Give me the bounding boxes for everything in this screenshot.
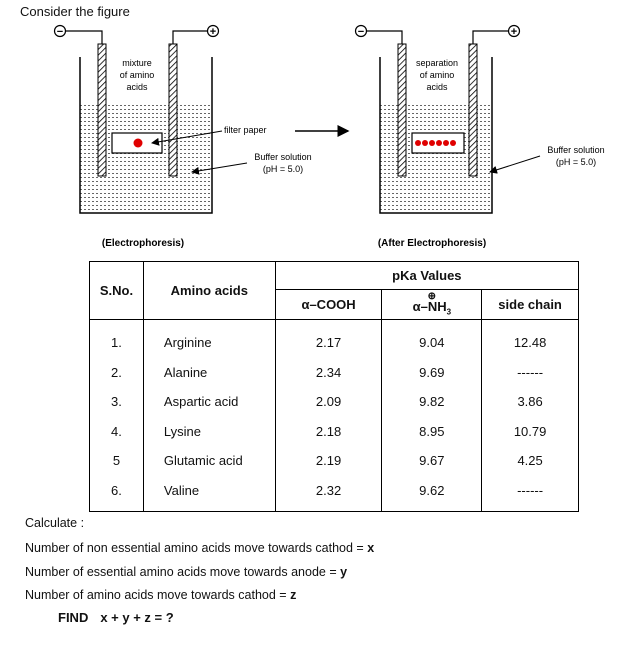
filter-paper-label: filter paper [224, 125, 267, 135]
left-buffer-label-2: (pH = 5.0) [263, 164, 303, 174]
cell-nh3: 9.62 [381, 475, 483, 512]
cell-name: Glutamic acid [142, 446, 276, 476]
cell-sno: 1. [89, 319, 144, 358]
find-label: FIND [58, 610, 89, 625]
cell-side: ------ [481, 475, 579, 512]
cell-cooh: 2.17 [274, 319, 383, 358]
table-row: 2. Alanine 2.34 9.69 ------ [89, 357, 579, 387]
cell-side: 10.79 [481, 416, 579, 446]
question-x-text: Number of non essential amino acids move… [25, 541, 368, 555]
cell-sno: 2. [89, 357, 144, 387]
right-label-line-2: of amino [420, 70, 455, 80]
left-negative-symbol: − [57, 26, 63, 38]
cell-cooh: 2.32 [274, 475, 383, 512]
left-label-line-3: acids [126, 82, 148, 92]
left-positive-terminal-icon [206, 24, 220, 38]
cell-name: Arginine [142, 319, 276, 358]
question-y-text: Number of essential amino acids move tow… [25, 565, 341, 579]
cell-sno: 3. [89, 387, 144, 417]
left-caption: (Electrophoresis) [102, 238, 184, 249]
left-beaker [79, 57, 213, 214]
nh3-plus-icon: ⊕ [427, 290, 437, 302]
cell-cooh: 2.09 [274, 387, 383, 417]
cell-sno: 6. [89, 475, 144, 512]
right-label-bg [409, 58, 465, 98]
header-sno: S.No. [89, 261, 144, 320]
cell-nh3: 9.69 [381, 357, 483, 387]
header-nh3: ⊕ α–NH3 [381, 289, 483, 320]
left-label-line-1: mixture [122, 58, 152, 68]
question-x: Number of non essential amino acids move… [25, 541, 374, 555]
cell-sno: 4. [89, 416, 144, 446]
right-beaker [379, 57, 493, 214]
right-label-line-3: acids [426, 82, 448, 92]
amino-acid-mixture-spot [133, 138, 143, 148]
left-cathode-electrode [97, 43, 107, 177]
cell-cooh: 2.19 [274, 446, 383, 476]
right-negative-symbol: − [358, 26, 364, 38]
find-expression: x + y + z = ? [100, 610, 174, 625]
calculate-label: Calculate : [25, 516, 85, 530]
right-cathode-electrode [397, 43, 407, 177]
cell-sno: 5 [89, 446, 144, 476]
right-buffer-label-2: (pH = 5.0) [556, 157, 596, 167]
right-negative-terminal-icon [354, 24, 368, 38]
header-amino-acids: Amino acids [142, 261, 276, 320]
cell-side: 12.48 [481, 319, 579, 358]
question-z-var: z [290, 588, 297, 602]
nh3-label: α–NH [412, 298, 447, 314]
right-anode-electrode [468, 43, 478, 177]
left-buffer-label-1: Buffer solution [254, 152, 311, 162]
cell-nh3: 9.67 [381, 446, 483, 476]
cell-name: Alanine [142, 357, 276, 387]
question-y: Number of essential amino acids move tow… [25, 565, 347, 579]
header-cooh: α–COOH [274, 289, 383, 320]
header-pka-values: pKa Values [274, 261, 580, 290]
right-positive-symbol: + [511, 26, 517, 38]
intro-text: Consider the figure [20, 4, 130, 19]
left-negative-terminal-icon [53, 24, 67, 38]
left-cell: − + mixture of amino acids filter paper … [53, 24, 312, 249]
cell-side: 3.86 [481, 387, 579, 417]
table-row: 6. Valine 2.32 9.62 ------ [89, 475, 579, 512]
cell-side: ------ [481, 357, 579, 387]
cell-name: Lysine [142, 416, 276, 446]
table-row: 1. Arginine 2.17 9.04 12.48 [89, 319, 579, 358]
cell-name: Aspartic acid [142, 387, 276, 417]
question-y-var: y [340, 565, 348, 579]
cell-nh3: 9.04 [381, 319, 483, 358]
right-buffer-label-1: Buffer solution [547, 145, 604, 155]
left-label-bg [109, 58, 165, 98]
find-line: FIND x + y + z = ? [58, 610, 174, 625]
pka-table: S.No. Amino acids pKa Values α–COOH ⊕ α–N… [89, 261, 580, 512]
cell-name: Valine [142, 475, 276, 512]
right-cell: − + separation of amino acids Buffer sol… [354, 24, 605, 249]
right-label-line-1: separation [416, 58, 458, 68]
separated-spots [415, 140, 456, 146]
table-row: 5 Glutamic acid 2.19 9.67 4.25 [89, 446, 579, 476]
electrophoresis-figure: − + mixture of amino acids filter paper … [53, 24, 605, 249]
question-x-var: x [367, 541, 375, 555]
nh3-subscript: 3 [446, 307, 452, 317]
left-positive-symbol: + [210, 26, 216, 38]
right-caption: (After Electrophoresis) [378, 238, 486, 249]
right-positive-terminal-icon [507, 24, 521, 38]
cell-cooh: 2.18 [274, 416, 383, 446]
table-row: 3. Aspartic acid 2.09 9.82 3.86 [89, 387, 579, 417]
table-row: 4. Lysine 2.18 8.95 10.79 [89, 416, 579, 446]
cell-side: 4.25 [481, 446, 579, 476]
cell-nh3: 8.95 [381, 416, 483, 446]
question-z-text: Number of amino acids move towards catho… [25, 588, 291, 602]
question-z: Number of amino acids move towards catho… [25, 588, 296, 602]
left-label-line-2: of amino [120, 70, 155, 80]
header-side-chain: side chain [481, 289, 579, 320]
left-anode-electrode [168, 43, 178, 177]
cell-nh3: 9.82 [381, 387, 483, 417]
cell-cooh: 2.34 [274, 357, 383, 387]
